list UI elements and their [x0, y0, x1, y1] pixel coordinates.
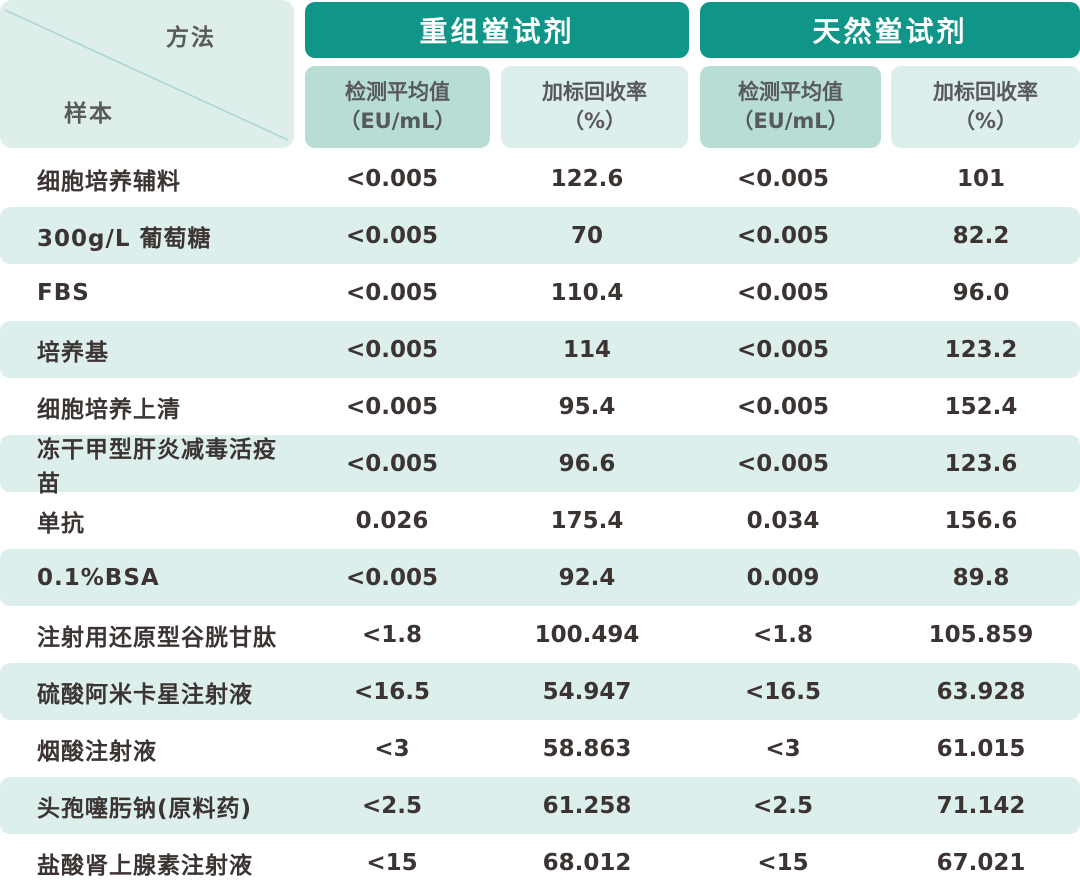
avg-value-recombinant: <16.5 [353, 678, 431, 705]
recovery-value-natural: 96.0 [952, 279, 1010, 306]
sample-name: 单抗 [37, 510, 85, 537]
avg-value-recombinant: <0.005 [345, 222, 439, 249]
avg-value-recombinant: <0.005 [345, 336, 439, 363]
group-header-recombinant: 重组鲎试剂 [305, 2, 689, 58]
group-header-natural: 天然鲎试剂 [700, 2, 1080, 58]
subheader-recovery-line2: （%） [562, 109, 627, 133]
recovery-value-natural: 101 [956, 165, 1005, 192]
avg-value-natural: <1.8 [752, 621, 813, 648]
sample-name: 300g/L 葡萄糖 [37, 225, 212, 252]
sample-name: 注射用还原型谷胱甘肽 [37, 624, 277, 651]
recovery-value-natural: 105.859 [928, 621, 1034, 648]
table-row: 注射用还原型谷胱甘肽 <1.8 100.494 <1.8 105.859 [0, 606, 1080, 663]
subheader-avg-line2: （EU/mL） [339, 109, 456, 133]
sample-name: 0.1%BSA [37, 564, 160, 591]
avg-value-recombinant: <15 [366, 849, 418, 876]
recovery-value-recombinant: 110.4 [550, 279, 624, 306]
table-row: 盐酸肾上腺素注射液 <15 68.012 <15 67.021 [0, 834, 1080, 891]
recovery-value-natural: 67.021 [936, 849, 1026, 876]
avg-value-natural: <2.5 [752, 792, 813, 819]
sample-name: 头孢噻肟钠(原料药) [37, 795, 253, 822]
avg-value-natural: <16.5 [744, 678, 822, 705]
table-row: FBS <0.005 110.4 <0.005 96.0 [0, 264, 1080, 321]
avg-value-natural: <0.005 [736, 222, 830, 249]
avg-value-recombinant: <0.005 [345, 450, 439, 477]
diagonal-divider-line [4, 9, 289, 141]
avg-value-natural: <0.005 [736, 165, 830, 192]
subheader-recovery-line1: 加标回收率 [542, 80, 647, 104]
subheader-avg-line1: 检测平均值 [738, 80, 843, 104]
avg-value-natural: <0.005 [736, 336, 830, 363]
table-row: 单抗 0.026 175.4 0.034 156.6 [0, 492, 1080, 549]
sample-name: 硫酸阿米卡星注射液 [37, 681, 253, 708]
sample-name: FBS [37, 279, 90, 306]
avg-value-natural: 0.009 [746, 564, 820, 591]
avg-value-natural: <0.005 [736, 279, 830, 306]
table-row: 细胞培养上清 <0.005 95.4 <0.005 152.4 [0, 378, 1080, 435]
recovery-value-natural: 152.4 [944, 393, 1018, 420]
corner-label-sample: 样本 [64, 101, 114, 127]
recovery-value-recombinant: 58.863 [542, 735, 632, 762]
sample-name: 冻干甲型肝炎减毒活疫苗 [37, 436, 277, 497]
avg-value-natural: <0.005 [736, 393, 830, 420]
recovery-value-recombinant: 175.4 [550, 507, 624, 534]
table-row: 0.1%BSA <0.005 92.4 0.009 89.8 [0, 549, 1080, 606]
table-row: 硫酸阿米卡星注射液 <16.5 54.947 <16.5 63.928 [0, 663, 1080, 720]
avg-value-natural: <3 [765, 735, 801, 762]
recovery-value-recombinant: 96.6 [558, 450, 616, 477]
avg-value-recombinant: <1.8 [361, 621, 422, 648]
subheader-avg-line2: （EU/mL） [732, 109, 849, 133]
recovery-value-recombinant: 70 [570, 222, 603, 249]
subheader-recovery-natural: 加标回收率 （%） [891, 66, 1080, 148]
recovery-value-natural: 82.2 [952, 222, 1010, 249]
recovery-value-natural: 61.015 [936, 735, 1026, 762]
avg-value-recombinant: <0.005 [345, 564, 439, 591]
avg-value-recombinant: <0.005 [345, 279, 439, 306]
table-row: 冻干甲型肝炎减毒活疫苗 <0.005 96.6 <0.005 123.6 [0, 435, 1080, 497]
avg-value-recombinant: <3 [374, 735, 410, 762]
avg-value-natural: <0.005 [736, 450, 830, 477]
recovery-value-recombinant: 54.947 [542, 678, 632, 705]
sample-name: 培养基 [37, 339, 109, 366]
avg-value-natural: 0.034 [746, 507, 820, 534]
table-row: 头孢噻肟钠(原料药) <2.5 61.258 <2.5 71.142 [0, 777, 1080, 834]
recovery-value-recombinant: 68.012 [542, 849, 632, 876]
corner-label-method: 方法 [166, 25, 216, 51]
table-header: 方法 样本 重组鲎试剂 天然鲎试剂 检测平均值 （EU/mL） 加标回收率 （%… [0, 0, 1080, 150]
recovery-value-natural: 156.6 [944, 507, 1018, 534]
recovery-value-recombinant: 92.4 [558, 564, 616, 591]
sample-name: 烟酸注射液 [37, 738, 157, 765]
table-row: 细胞培养辅料 <0.005 122.6 <0.005 101 [0, 150, 1080, 207]
recovery-value-recombinant: 95.4 [558, 393, 616, 420]
sample-name: 细胞培养上清 [37, 396, 181, 423]
recovery-value-recombinant: 122.6 [550, 165, 624, 192]
sample-name: 盐酸肾上腺素注射液 [37, 852, 253, 879]
avg-value-recombinant: <2.5 [361, 792, 422, 819]
recovery-value-natural: 89.8 [952, 564, 1010, 591]
subheader-recovery-line2: （%） [953, 109, 1018, 133]
subheader-avg-line1: 检测平均值 [345, 80, 450, 104]
recovery-value-natural: 63.928 [936, 678, 1026, 705]
table-row: 培养基 <0.005 114 <0.005 123.2 [0, 321, 1080, 378]
sample-name: 细胞培养辅料 [37, 168, 181, 195]
table-row: 烟酸注射液 <3 58.863 <3 61.015 [0, 720, 1080, 777]
avg-value-natural: <15 [757, 849, 809, 876]
recovery-value-natural: 123.6 [944, 450, 1018, 477]
subheader-avg-natural: 检测平均值 （EU/mL） [700, 66, 881, 148]
table-row: 300g/L 葡萄糖 <0.005 70 <0.005 82.2 [0, 207, 1080, 264]
avg-value-recombinant: <0.005 [345, 165, 439, 192]
recovery-value-natural: 71.142 [936, 792, 1026, 819]
subheader-recovery-recombinant: 加标回收率 （%） [501, 66, 688, 148]
table-body: 细胞培养辅料 <0.005 122.6 <0.005 101 300g/L 葡萄… [0, 150, 1080, 891]
avg-value-recombinant: 0.026 [355, 507, 429, 534]
recovery-value-natural: 123.2 [944, 336, 1018, 363]
avg-value-recombinant: <0.005 [345, 393, 439, 420]
corner-cell: 方法 样本 [0, 0, 294, 148]
recovery-value-recombinant: 100.494 [534, 621, 640, 648]
subheader-recovery-line1: 加标回收率 [933, 80, 1038, 104]
recovery-value-recombinant: 114 [562, 336, 611, 363]
recovery-value-recombinant: 61.258 [542, 792, 632, 819]
subheader-avg-recombinant: 检测平均值 （EU/mL） [305, 66, 490, 148]
